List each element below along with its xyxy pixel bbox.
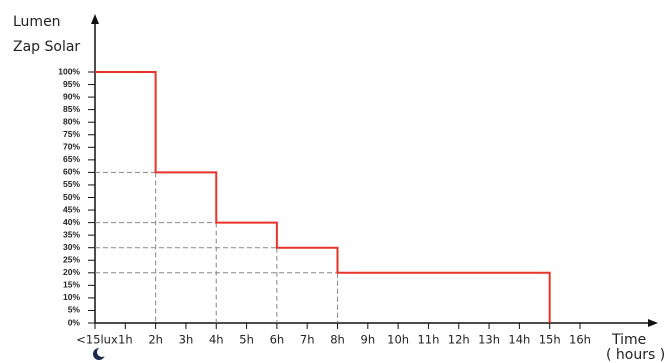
x-tick-label: 1h [118, 333, 133, 347]
y-tick-label: 15% [63, 280, 80, 290]
x-axis-arrow [648, 319, 658, 327]
x-tick-label: 12h [448, 333, 470, 347]
y-tick-label: 0% [68, 317, 81, 327]
y-tick-label: 25% [63, 255, 80, 265]
moon-icon [93, 347, 107, 360]
y-tick-label: 20% [63, 267, 80, 277]
x-tick-label: 14h [508, 333, 530, 347]
y-tick-label: 55% [63, 179, 80, 189]
x-tick-label: 16h [569, 333, 591, 347]
x-tick-label: 8h [330, 333, 345, 347]
y-tick-label: 45% [63, 204, 80, 214]
y-tick-label: 90% [63, 91, 80, 101]
y-tick-label: 95% [63, 79, 80, 89]
y-tick-label: 40% [63, 217, 80, 227]
y-axis-title: Zap Solar [13, 39, 80, 55]
y-axis-arrow [91, 14, 99, 24]
x-tick-label: 13h [478, 333, 500, 347]
x-tick-label: 15h [539, 333, 561, 347]
y-tick-label: 30% [63, 242, 80, 252]
x-tick-label: 5h [239, 333, 254, 347]
x-tick-label: 2h [148, 333, 163, 347]
x-axis-title: ( hours ) [606, 347, 665, 363]
y-tick-label: 100% [58, 66, 80, 76]
step-line [95, 71, 551, 323]
x-tick-label: 10h [387, 333, 409, 347]
y-tick-label: 35% [63, 229, 80, 239]
x-tick-label: 11h [417, 333, 439, 347]
y-tick-label: 50% [63, 192, 80, 202]
x-tick-label: 4h [209, 333, 224, 347]
y-tick-label: 60% [63, 167, 80, 177]
y-tick-label: 85% [63, 104, 80, 114]
x-tick-label: 3h [179, 333, 194, 347]
y-tick-label: 10% [63, 292, 80, 302]
x-tick-label: 9h [361, 333, 376, 347]
y-tick-label: 65% [63, 154, 80, 164]
y-tick-label: 5% [68, 305, 81, 315]
y-tick-label: 75% [63, 129, 80, 139]
x-tick-label: 6h [270, 333, 285, 347]
y-tick-label: 70% [63, 142, 80, 152]
x-tick-label: 7h [300, 333, 315, 347]
x-tick-label: <15lux [76, 333, 118, 347]
x-axis-title: Time [611, 332, 646, 348]
y-tick-label: 80% [63, 116, 80, 126]
y-axis-title: Lumen [13, 14, 61, 30]
